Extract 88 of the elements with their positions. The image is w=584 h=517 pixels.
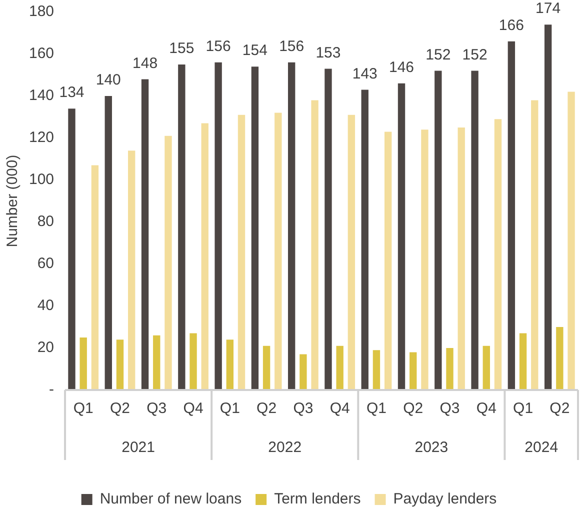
x-tick-label: Q4 bbox=[183, 400, 204, 418]
legend-label: Number of new loans bbox=[100, 490, 242, 508]
data-label: 166 bbox=[498, 17, 524, 34]
text: 2022 bbox=[268, 439, 302, 456]
x-tick-label: Q1 bbox=[366, 400, 386, 418]
bar bbox=[80, 338, 87, 390]
data-label: 153 bbox=[316, 44, 341, 62]
bar bbox=[91, 165, 99, 390]
bar bbox=[494, 119, 502, 390]
x-tick-label: Q1 bbox=[513, 400, 534, 418]
y-tick-label: 40 bbox=[37, 297, 54, 314]
bar bbox=[214, 62, 222, 390]
data-label: 156 bbox=[206, 38, 231, 56]
x-tick-label: Q1 bbox=[73, 400, 94, 418]
y-axis-title: Number (000) bbox=[4, 154, 22, 248]
y-tick-label: 180 bbox=[28, 3, 54, 20]
bar bbox=[238, 114, 246, 390]
bar bbox=[116, 340, 124, 390]
data-label: 148 bbox=[132, 54, 158, 72]
bar bbox=[458, 128, 465, 390]
data-label: 154 bbox=[242, 42, 268, 60]
legend-label: Term lenders bbox=[274, 490, 361, 508]
x-tick-label: Q3 bbox=[146, 400, 167, 418]
data-label: 155 bbox=[169, 40, 194, 58]
bar bbox=[568, 92, 575, 390]
bar bbox=[226, 340, 234, 390]
y-tick-label: 20 bbox=[37, 339, 54, 356]
bar bbox=[178, 64, 186, 390]
x-tick-label: Q1 bbox=[220, 400, 240, 418]
x-tick-label: Q3 bbox=[293, 400, 314, 418]
bar bbox=[410, 352, 417, 390]
bar bbox=[508, 41, 516, 390]
bar bbox=[128, 150, 136, 390]
bar bbox=[311, 100, 318, 390]
x-tick-label: Q2 bbox=[403, 400, 424, 418]
y-tick-label: - bbox=[49, 381, 54, 398]
data-label: 152 bbox=[462, 46, 488, 64]
bar bbox=[398, 83, 406, 390]
data-label: 134 bbox=[59, 84, 84, 102]
bar bbox=[190, 333, 197, 390]
bar bbox=[556, 327, 564, 390]
bar bbox=[68, 108, 76, 390]
data-label: 140 bbox=[96, 72, 121, 89]
y-tick-label: 120 bbox=[28, 129, 54, 146]
text: 2023 bbox=[414, 439, 448, 456]
bar bbox=[482, 346, 490, 390]
x-tick-label: Q3 bbox=[440, 400, 460, 418]
data-label: 143 bbox=[352, 65, 378, 82]
y-tick-label: 60 bbox=[37, 255, 54, 272]
bar bbox=[274, 112, 282, 390]
y-tick-label: 80 bbox=[37, 213, 54, 230]
x-tick-label: Q2 bbox=[256, 400, 277, 418]
y-tick-label: 140 bbox=[28, 87, 54, 104]
bar bbox=[348, 114, 356, 390]
legend-label: Payday lenders bbox=[393, 490, 497, 508]
data-label: 156 bbox=[279, 38, 304, 56]
bar bbox=[300, 354, 307, 390]
bar bbox=[434, 70, 442, 390]
bar bbox=[372, 350, 380, 390]
bar bbox=[421, 130, 428, 390]
bar bbox=[384, 132, 392, 390]
bar bbox=[446, 348, 454, 390]
bar bbox=[288, 62, 296, 390]
bar bbox=[336, 346, 344, 390]
x-tick-label: Q2 bbox=[550, 400, 570, 418]
y-tick-label: 160 bbox=[28, 45, 54, 62]
x-tick-label: Q4 bbox=[476, 400, 496, 418]
bar bbox=[153, 335, 160, 390]
bar bbox=[531, 100, 538, 390]
bar bbox=[201, 123, 208, 390]
x-tick-label: Q2 bbox=[110, 400, 130, 418]
bar bbox=[164, 136, 172, 390]
bar bbox=[361, 90, 368, 390]
bar bbox=[519, 333, 527, 390]
bar bbox=[141, 79, 149, 390]
data-label: 152 bbox=[426, 46, 451, 64]
text: 2021 bbox=[122, 439, 155, 456]
bar bbox=[251, 66, 259, 390]
x-tick-label: Q4 bbox=[330, 400, 350, 418]
bar bbox=[471, 70, 478, 390]
text: 2024 bbox=[524, 439, 558, 456]
data-label: 174 bbox=[536, 0, 561, 18]
y-tick-label: 100 bbox=[28, 171, 54, 188]
bar bbox=[262, 346, 270, 390]
bar bbox=[324, 68, 332, 390]
data-label: 146 bbox=[388, 59, 414, 76]
bar bbox=[544, 24, 552, 390]
bar bbox=[104, 96, 112, 390]
